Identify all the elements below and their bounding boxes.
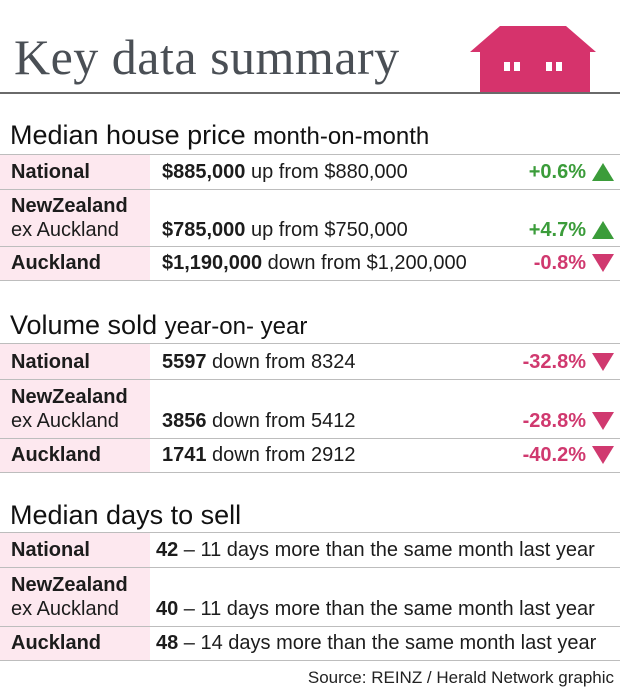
arrow-down-icon xyxy=(592,254,614,272)
section-title-volume: Volume sold year-on- year xyxy=(10,310,307,341)
row-detail: $1,190,000 down from $1,200,000 xyxy=(162,252,467,274)
arrow-down-icon xyxy=(592,412,614,430)
table-row: Auckland 48 – 14 days more than the same… xyxy=(0,626,620,661)
table-row: Auckland $1,190,000 down from $1,200,000… xyxy=(0,246,620,281)
volume-table: National 5597 down from 8324 -32.8% NewZ… xyxy=(0,343,620,473)
row-label: Auckland xyxy=(11,252,102,274)
source-credit: Source: REINZ / Herald Network graphic xyxy=(307,668,614,687)
page-title: Key data summary xyxy=(14,29,400,85)
row-detail: 42 – 11 days more than the same month la… xyxy=(156,539,595,561)
arrow-up-icon xyxy=(592,221,614,239)
row-detail: 3856 down from 5412 xyxy=(162,410,356,432)
change-value: -40.2% xyxy=(522,444,586,466)
section-title-price: Median house price month-on-month xyxy=(10,120,429,151)
section-title-text: Median days to sell xyxy=(10,500,242,530)
change-value: -0.8% xyxy=(533,252,586,274)
table-row: NewZealand ex Auckland 3856 down from 54… xyxy=(0,379,620,438)
section-subtitle: year-on- year xyxy=(164,313,308,340)
table-row: National 42 – 11 days more than the same… xyxy=(0,532,620,567)
change-value: -32.8% xyxy=(522,351,586,373)
row-label: NewZealand xyxy=(11,386,128,408)
row-label: NewZealand xyxy=(11,195,128,217)
row-label-sub: ex Auckland xyxy=(11,410,119,432)
change-value: +0.6% xyxy=(528,161,586,183)
table-row: NewZealand ex Auckland $785,000 up from … xyxy=(0,189,620,246)
arrow-down-icon xyxy=(592,353,614,371)
row-label: National xyxy=(11,539,90,561)
table-row: National $885,000 up from $880,000 +0.6% xyxy=(0,154,620,189)
row-label: Auckland xyxy=(11,444,102,466)
section-subtitle: month-on-month xyxy=(253,123,430,150)
section-title-text: Median house price xyxy=(10,120,246,150)
row-detail: $785,000 up from $750,000 xyxy=(162,219,408,241)
row-detail: $885,000 up from $880,000 xyxy=(162,161,408,183)
row-label: National xyxy=(11,161,90,183)
row-detail: 48 – 14 days more than the same month la… xyxy=(156,632,597,654)
section-title-text: Volume sold xyxy=(10,310,158,340)
row-label: NewZealand xyxy=(11,574,128,596)
title-divider xyxy=(0,92,620,94)
row-detail: 40 – 11 days more than the same month la… xyxy=(156,598,595,620)
row-label: National xyxy=(11,351,90,373)
change-value: -28.8% xyxy=(522,410,586,432)
price-table: National $885,000 up from $880,000 +0.6%… xyxy=(0,154,620,281)
days-table: National 42 – 11 days more than the same… xyxy=(0,532,620,661)
section-title-days: Median days to sell xyxy=(10,500,241,531)
row-detail: 5597 down from 8324 xyxy=(162,351,356,373)
table-row: Auckland 1741 down from 2912 -40.2% xyxy=(0,438,620,473)
arrow-down-icon xyxy=(592,446,614,464)
row-label-sub: ex Auckland xyxy=(11,219,119,241)
house-icon xyxy=(470,26,596,94)
row-detail: 1741 down from 2912 xyxy=(162,444,356,466)
table-row: NewZealand ex Auckland 40 – 11 days more… xyxy=(0,567,620,626)
table-row: National 5597 down from 8324 -32.8% xyxy=(0,343,620,379)
arrow-up-icon xyxy=(592,163,614,181)
row-label: Auckland xyxy=(11,632,102,654)
row-label-sub: ex Auckland xyxy=(11,598,119,620)
change-value: +4.7% xyxy=(528,219,586,241)
